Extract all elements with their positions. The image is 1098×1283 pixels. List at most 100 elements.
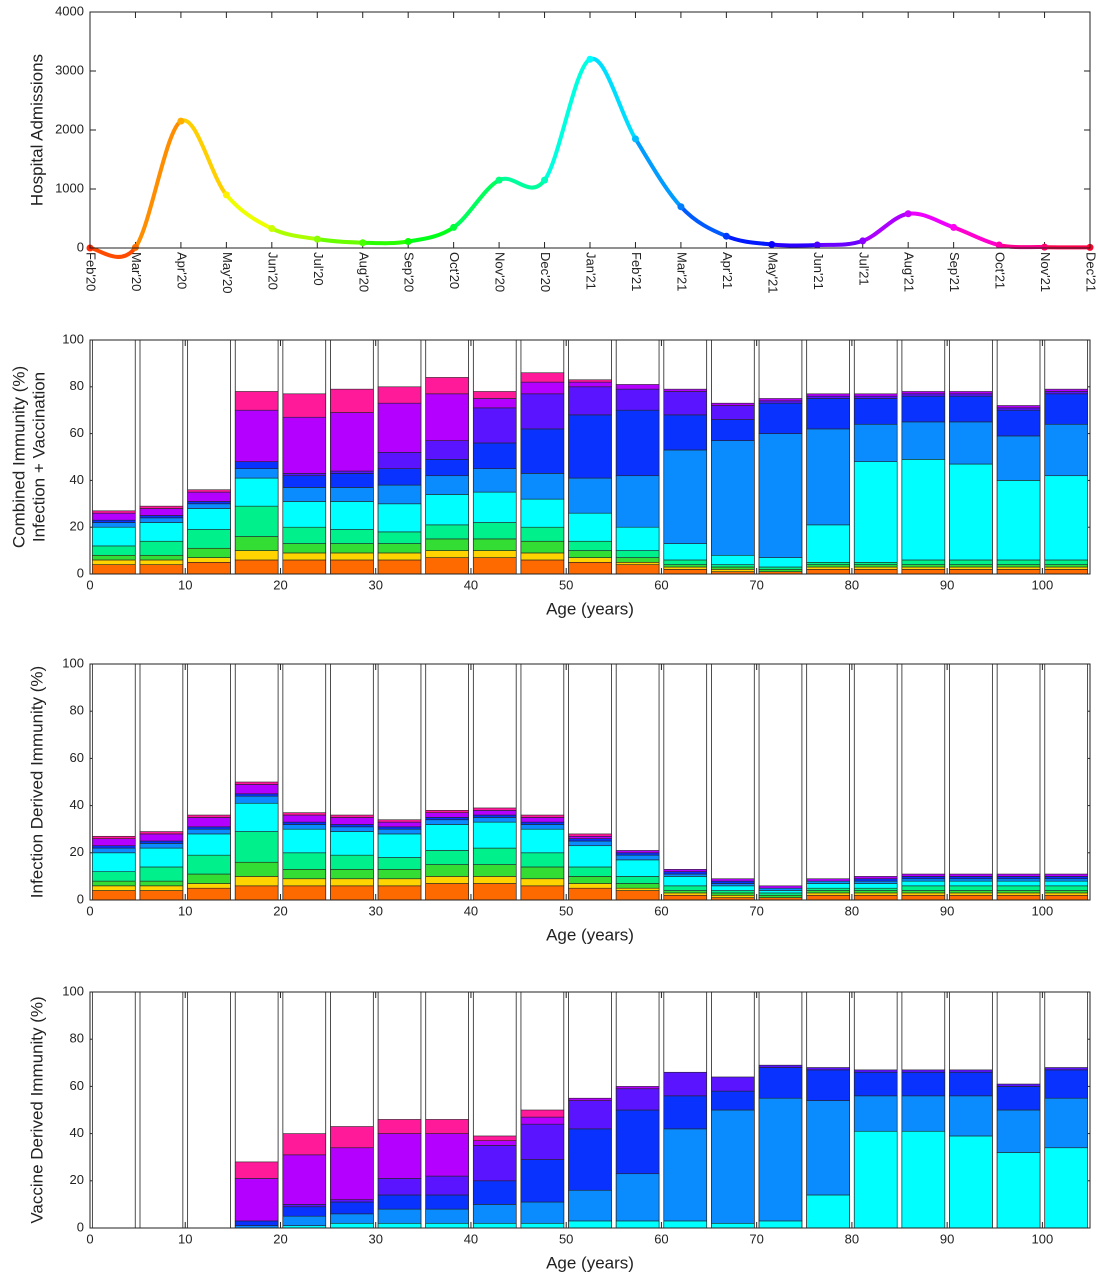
bar-segment [426,394,469,441]
bar-segment [521,853,564,867]
bar-segment [378,553,421,560]
bar-segment [711,567,754,569]
bar-segment [616,860,659,877]
bar-segment [569,839,612,841]
bar-segment [92,881,135,886]
bar-segment [92,836,135,838]
bar-segment [664,869,707,871]
bar-segment [330,560,373,574]
bar-segment [283,1216,326,1225]
bar-segment [426,1223,469,1228]
bar-segment [140,881,183,886]
bar-segment [854,394,897,396]
bar-segment [616,888,659,890]
bar-segment [140,516,183,518]
bar-segment [378,886,421,900]
bar-segment [140,560,183,565]
bar-segment [521,527,564,541]
bar-segment [950,893,993,895]
bar-segment [616,891,659,900]
bar-segment [378,822,421,827]
bar-segment [235,803,278,831]
bar-segment [997,565,1040,567]
bar-segment [950,1070,993,1072]
bar-segment [902,891,945,893]
bar-segment [426,494,469,524]
bar-segment [807,1070,850,1101]
bar-segment [330,824,373,826]
bar-segment [330,827,373,832]
bar-segment [664,544,707,560]
bar-segment [854,895,897,900]
bar-segment [188,827,231,829]
bar-segment [140,867,183,881]
bar-segment [1045,1068,1088,1070]
bar-segment [711,883,754,885]
bar-segment [854,881,897,883]
bar-segment [378,532,421,544]
bar-segment [330,389,373,412]
bar-segment [711,1077,754,1091]
bar-segment [235,886,278,900]
bar-segment [330,879,373,886]
bar-segment [569,415,612,478]
bar-segment [378,1209,421,1223]
x-tick-label: Sep'21 [947,252,962,292]
bar-segment [283,1204,326,1206]
bar-segment [664,876,707,885]
x-axis-label: Age (years) [546,925,634,944]
bar-segment [616,476,659,527]
x-tick-label: 50 [559,903,573,918]
bar-segment [664,874,707,876]
x-tick-label: Aug'20 [356,252,371,292]
bar-segment [188,834,231,855]
bar-segment [902,396,945,422]
bar-segment [473,810,516,815]
bar-segment [521,1117,564,1124]
bar-segment [711,555,754,564]
bar-segment [235,1221,278,1226]
bar-segment [188,508,231,529]
bar-segment [330,1127,373,1148]
bar-segment [569,876,612,883]
bar-segment [283,822,326,824]
bar-segment [235,876,278,885]
bar-segment [92,853,135,872]
bar-segment [378,387,421,403]
x-tick-label: Oct'20 [447,252,462,289]
x-tick-label: 70 [749,577,763,592]
bar-segment [92,886,135,891]
bar-segment [616,855,659,860]
bar-segment [283,813,326,815]
bar-segment [330,473,373,487]
data-point [950,224,957,231]
bar-segment [1045,569,1088,574]
bar-segment [378,403,421,452]
x-tick-label: 20 [273,903,287,918]
bar-segment [902,391,945,393]
y-tick-label: 60 [70,750,84,765]
bar-segment [616,384,659,389]
y-tick-label: 60 [70,1078,84,1093]
bar-segment [950,567,993,569]
bar-segment [188,504,231,509]
bar-segment [616,410,659,476]
bar-frame [92,992,135,1228]
bar-segment [950,891,993,893]
bar-segment [950,560,993,565]
bar-segment [188,874,231,883]
bar-segment [997,480,1040,560]
bar-segment [854,1131,897,1228]
bar-segment [1045,567,1088,569]
bar-segment [330,869,373,878]
y-axis-label: Combined Immunity (%) [9,366,28,548]
x-tick-label: Nov'20 [493,252,508,292]
x-tick-label: 100 [1032,577,1054,592]
bar-segment [521,815,564,817]
bar-segment [616,1110,659,1174]
bar-segment [140,565,183,574]
bar-segment [616,558,659,563]
bar-segment [473,848,516,865]
bar-segment [950,1072,993,1096]
bar-segment [616,883,659,888]
